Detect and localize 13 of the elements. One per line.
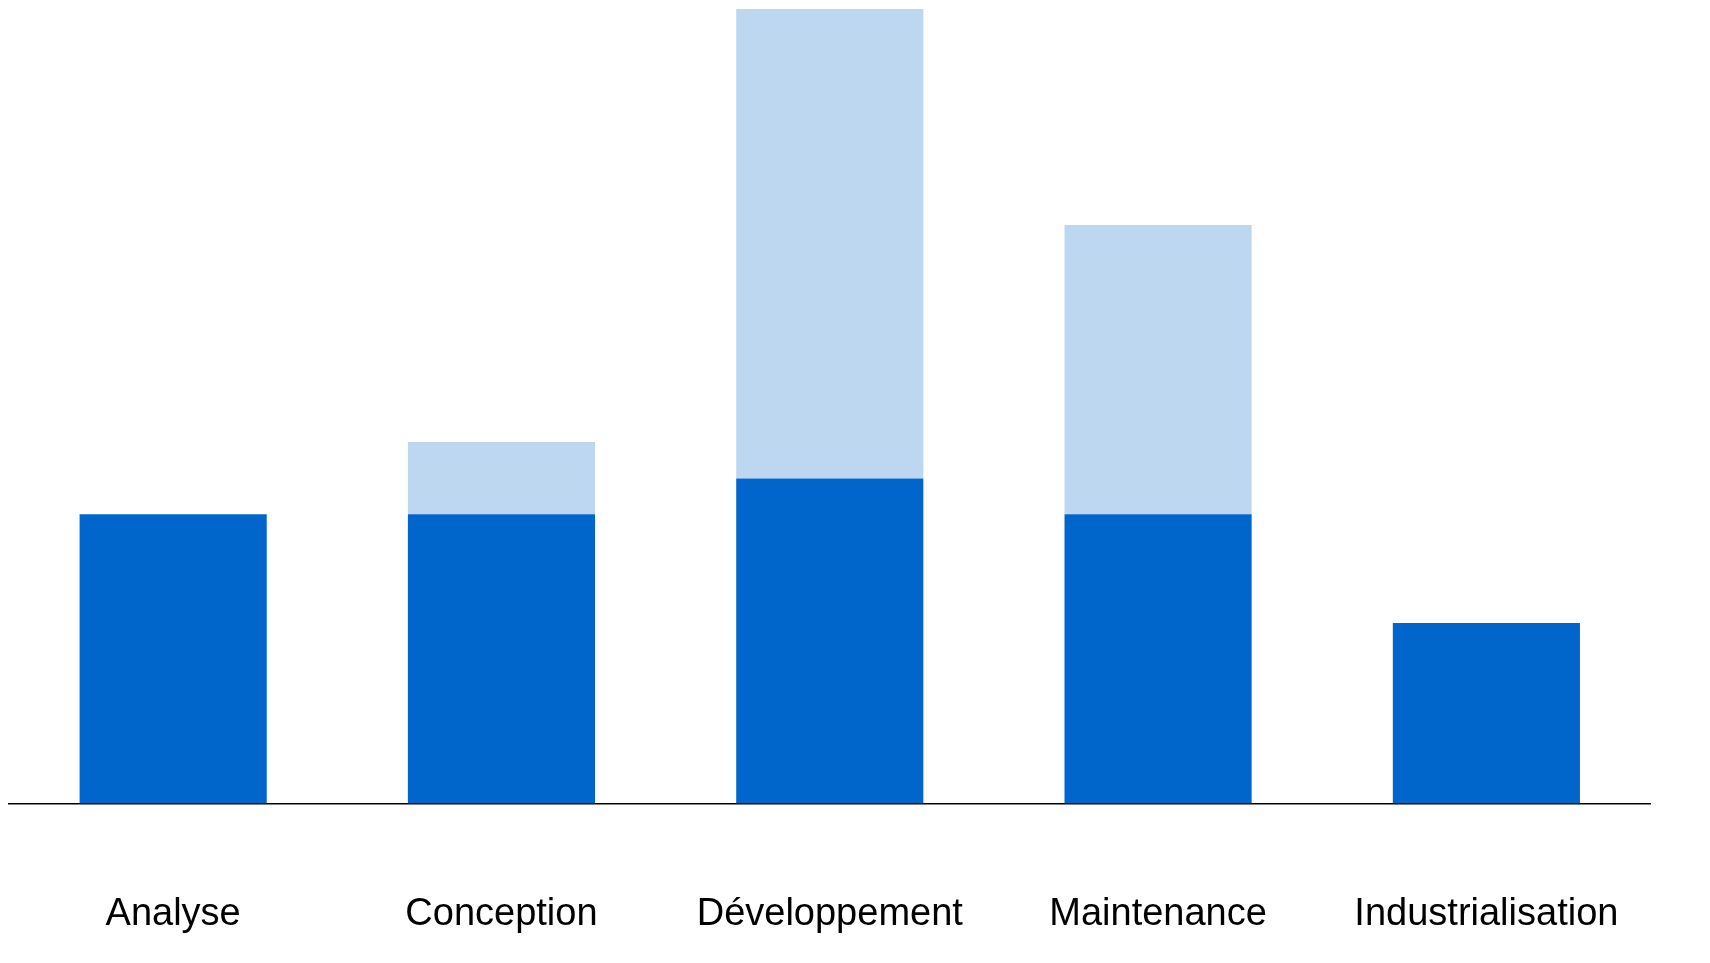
bar <box>1064 514 1252 804</box>
bar <box>79 514 267 804</box>
x-tick-label: Conception <box>405 890 598 933</box>
x-tick-label: Analyse <box>105 890 241 933</box>
bar <box>407 514 596 804</box>
bar <box>736 478 924 804</box>
bar <box>736 9 924 479</box>
bar <box>1064 225 1252 515</box>
x-tick-label: Industrialisation <box>1354 890 1619 933</box>
x-tick-label: Développement <box>696 890 964 933</box>
x-tick-label: Maintenance <box>1049 890 1267 933</box>
bar <box>407 441 596 515</box>
bar <box>1392 623 1580 804</box>
